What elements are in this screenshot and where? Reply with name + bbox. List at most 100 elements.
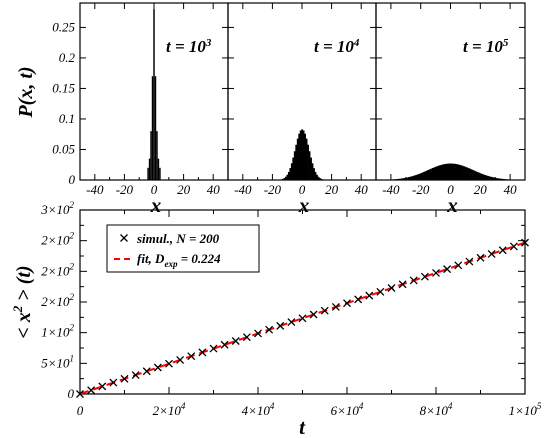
y-axis-label: P(x, t) <box>15 66 37 118</box>
histogram-bar <box>454 163 457 180</box>
y-tick-label-exp: 2 <box>70 231 75 241</box>
panel-time-label: t = 105 <box>463 37 509 56</box>
x-tick-label: -40 <box>86 182 104 197</box>
x-tick-label-base: 2×10 <box>153 403 182 418</box>
histogram-panel-3: -40 -20 0 20 40 t = 105 x <box>375 2 526 217</box>
histogram-bar <box>469 168 471 180</box>
histogram-bar <box>433 167 436 180</box>
x-tick-label: -40 <box>234 182 252 197</box>
histogram-bar <box>304 133 306 180</box>
histogram-bar <box>500 178 503 180</box>
histogram-bar <box>411 176 413 180</box>
histogram-bar <box>289 168 292 180</box>
simulation-point <box>287 318 296 327</box>
histogram-bar <box>430 168 433 180</box>
histogram-bar <box>497 178 500 180</box>
histogram-bar <box>445 163 448 180</box>
simulation-point <box>276 321 285 330</box>
histogram-bar <box>487 175 489 180</box>
histogram-bar <box>284 176 287 180</box>
histogram-bar <box>481 173 483 180</box>
histogram-bar <box>308 151 311 180</box>
simulation-point <box>131 371 140 380</box>
histogram-bar <box>408 177 410 180</box>
panel-time-label-exp: 3 <box>205 37 212 49</box>
x-tick-label-exp: 4 <box>448 401 453 411</box>
histogram-bar <box>418 173 421 180</box>
histogram-bar <box>416 174 419 180</box>
histogram-bar <box>290 163 293 180</box>
histogram-bar <box>313 168 315 180</box>
simulation-point <box>354 295 363 304</box>
histogram-bar <box>147 167 149 180</box>
histogram-panel-1: -40 -20 0 20 40 0 0.05 0.1 0.15 0.2 0.25 t = 103 x <box>52 2 229 217</box>
histogram-bar <box>154 76 157 180</box>
histogram-bar <box>156 131 158 180</box>
panel-frame <box>375 2 526 181</box>
y-tick-label-exp: 1 <box>70 353 75 363</box>
histogram-bar <box>422 171 425 180</box>
histogram-bar <box>478 172 480 180</box>
histogram-bar <box>415 174 418 180</box>
x-tick-label: 0 <box>447 182 454 197</box>
y-axis-label-exp: 2 <box>10 305 25 313</box>
simulation-point <box>476 253 485 262</box>
y-tick-label-exp: 2 <box>70 200 75 210</box>
y-tick-label: 0.25 <box>52 19 75 34</box>
histogram-bar <box>460 165 462 180</box>
panel-time-label: t = 103 <box>166 37 212 56</box>
bottom-panel: 0 2×104 4×104 6×104 8×104 1×10505×1011×1022×1… <box>10 200 542 438</box>
legend-box <box>106 224 260 273</box>
histogram-bar <box>463 166 465 180</box>
simulation-point <box>187 352 196 361</box>
y-tick-label-base: 2×10 <box>41 263 70 278</box>
histogram-bar <box>150 131 152 180</box>
histogram-bar <box>451 163 454 180</box>
histogram-bar <box>314 171 317 180</box>
fit-line <box>79 241 526 395</box>
simulation-point <box>165 359 173 368</box>
panel-time-label-base: t = 10 <box>166 37 206 56</box>
histogram-bar <box>151 76 154 180</box>
simulation-point <box>142 367 151 376</box>
x-tick-label: 20 <box>177 182 191 197</box>
x-tick-label-exp: 4 <box>359 401 364 411</box>
histogram-bar <box>317 176 320 180</box>
simulation-point <box>309 310 318 319</box>
histogram-bar <box>440 164 443 180</box>
panel-time-label-base: t = 10 <box>463 37 503 56</box>
histogram-bar <box>399 178 401 180</box>
histogram-bar <box>299 130 302 180</box>
simulation-point <box>387 284 396 292</box>
simulation-point <box>454 261 463 270</box>
histogram-bar <box>428 169 431 180</box>
simulation-point <box>398 280 407 289</box>
panel-time-label-exp: 5 <box>503 37 509 49</box>
histogram-bar <box>293 151 296 180</box>
x-tick-label-exp: 4 <box>270 401 275 411</box>
y-tick-label: 5×101 <box>41 353 74 370</box>
histogram-bar <box>485 175 488 180</box>
x-tick-label-exp: 5 <box>537 401 542 411</box>
histogram-bar <box>492 177 495 180</box>
histogram-bar <box>467 168 470 180</box>
simulation-point <box>176 355 185 364</box>
simulation-point <box>209 344 218 353</box>
histogram-bar <box>424 171 427 180</box>
histogram-bar <box>448 163 451 180</box>
y-axis-label: < x2 > (t) <box>10 265 35 338</box>
simulation-point <box>409 276 418 285</box>
simulation-point <box>521 238 529 247</box>
x-tick-label-base: 0 <box>77 403 84 418</box>
simulation-point <box>254 329 262 338</box>
histogram-bar <box>298 133 301 180</box>
simulation-point <box>153 363 162 372</box>
histogram-bar <box>148 158 151 180</box>
histogram-bar <box>159 167 161 180</box>
histogram-bar <box>431 168 434 180</box>
legend-fit-value: = 0.224 <box>177 251 221 266</box>
x-tick-label: 4×104 <box>242 401 275 418</box>
panel-time-label: t = 104 <box>314 37 360 56</box>
